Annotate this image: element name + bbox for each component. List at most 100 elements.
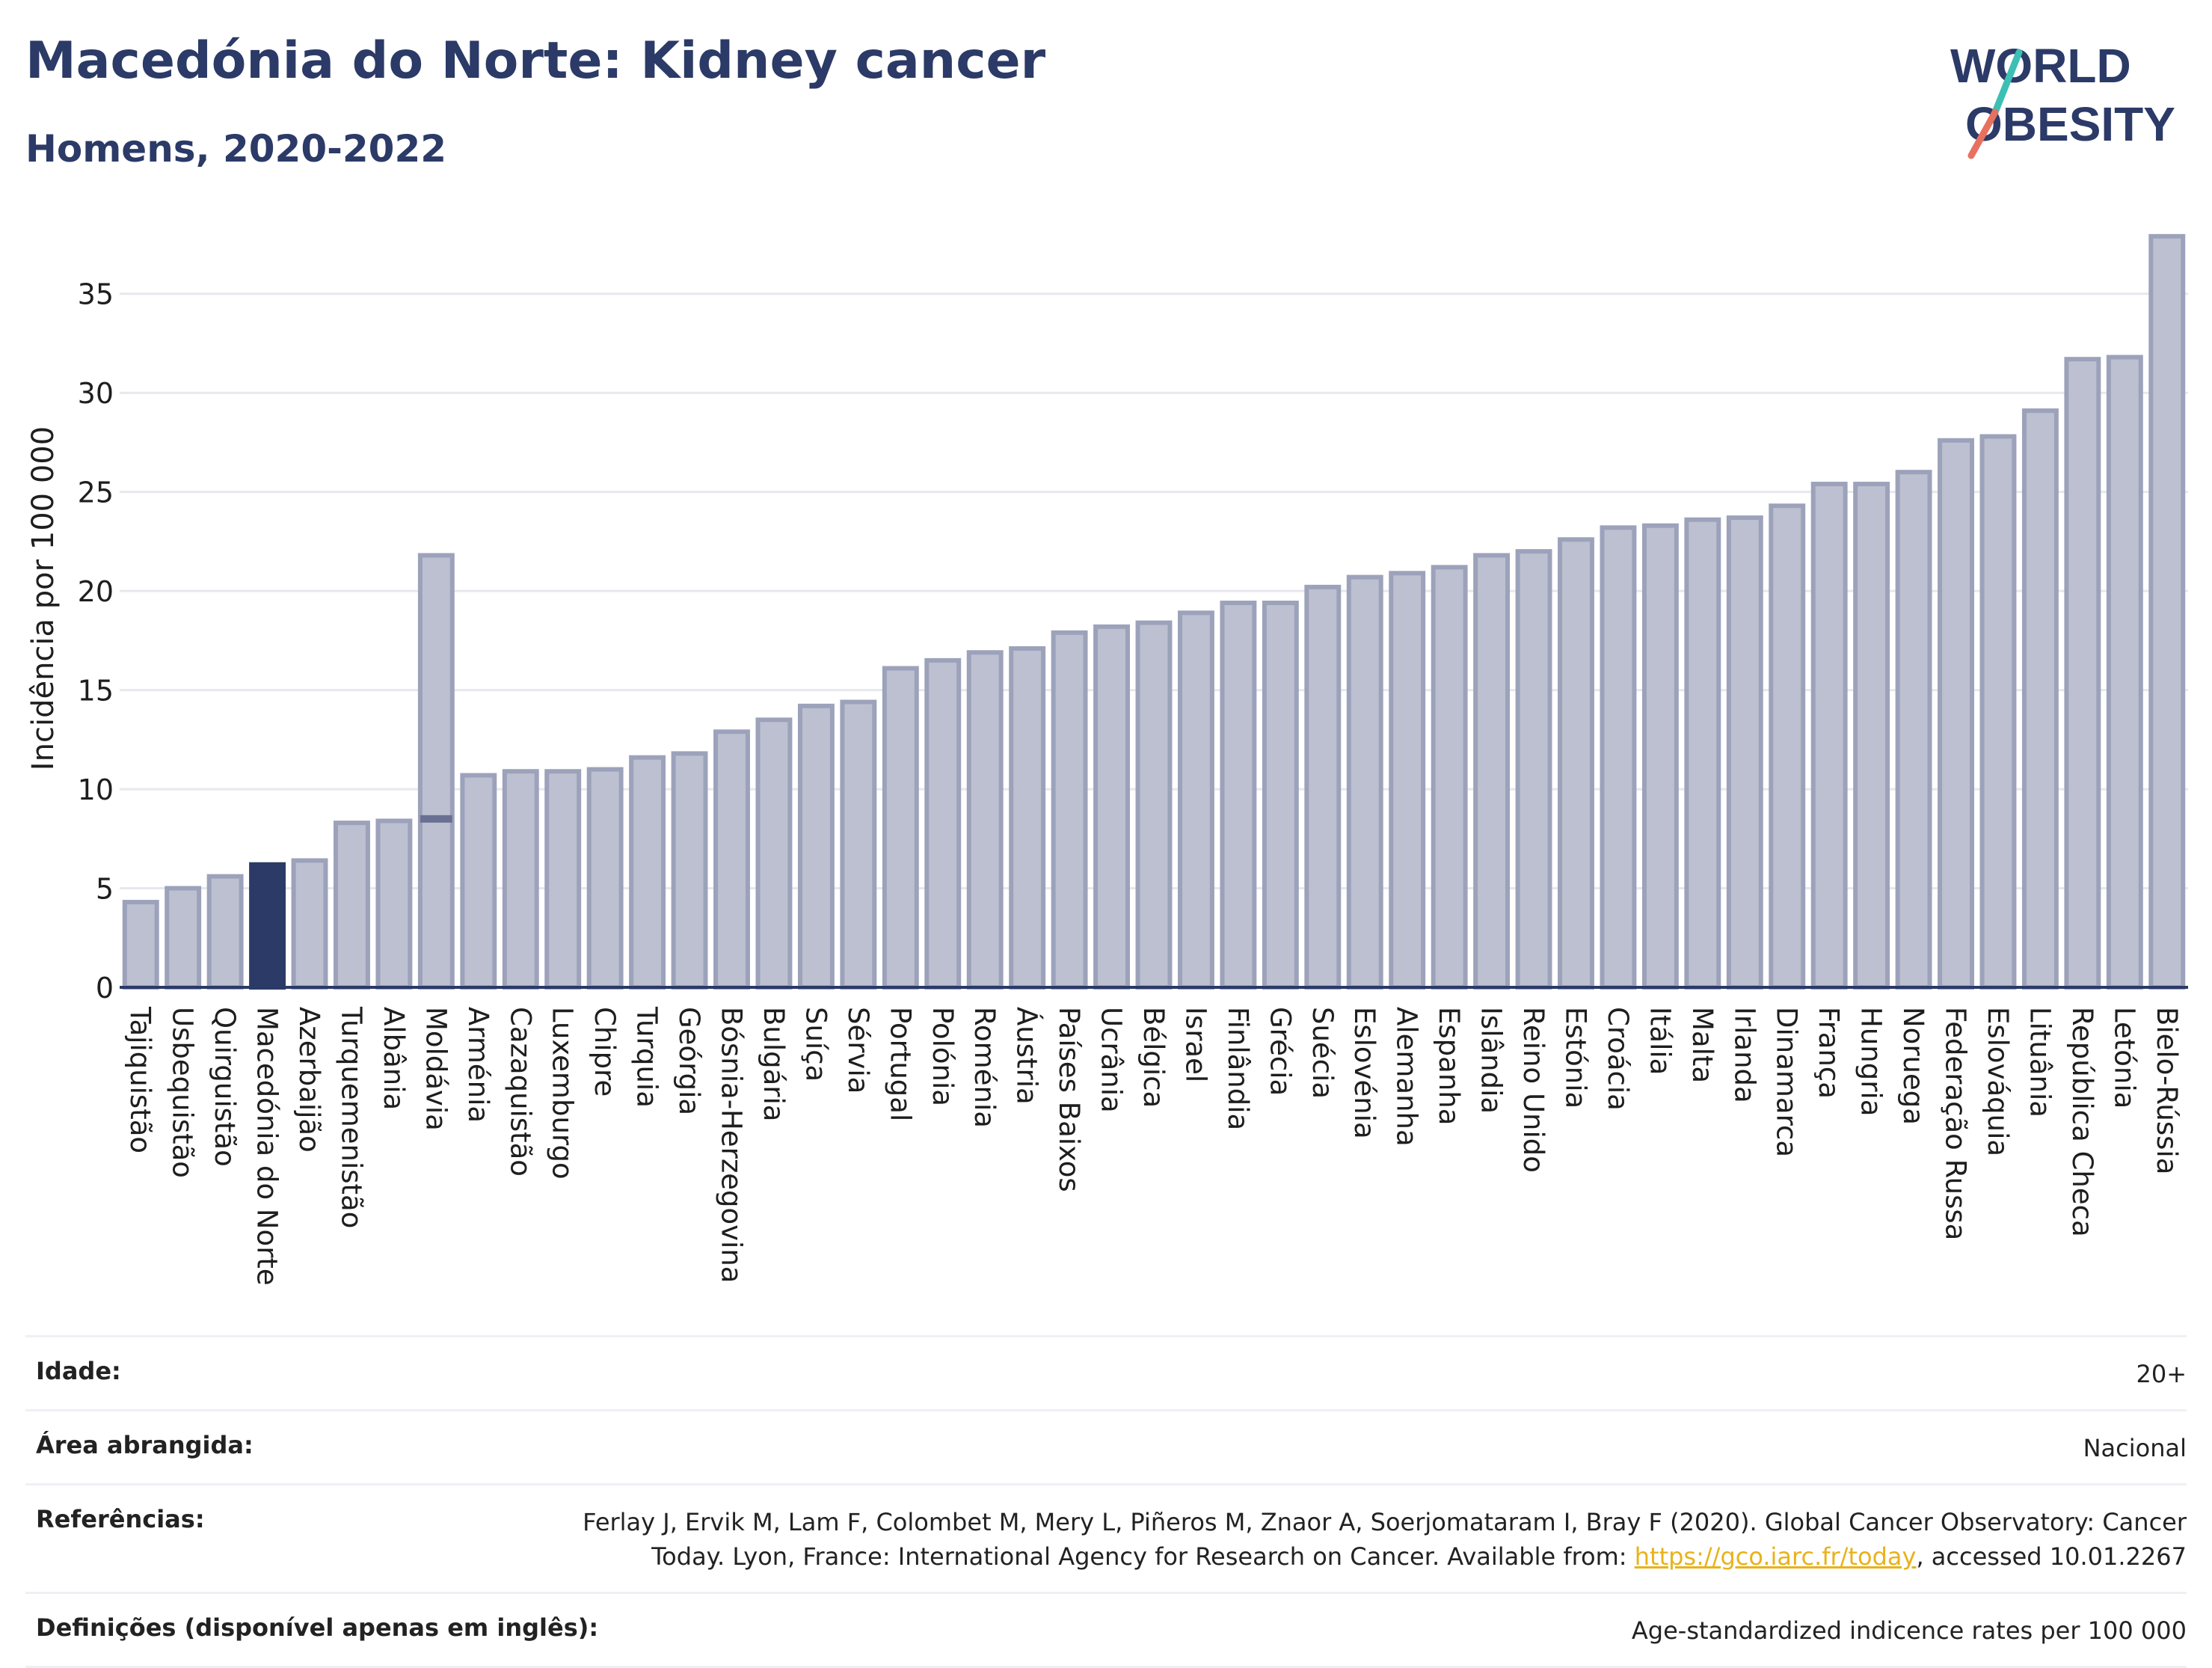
x-tick-label: Bósnia-Herzegovina xyxy=(716,1007,748,1283)
info-row-age: Idade: 20+ xyxy=(25,1335,2187,1409)
x-tick-label: Azerbaijão xyxy=(293,1007,325,1153)
bar xyxy=(1515,549,1552,990)
logo-line-1: WORLD xyxy=(1950,39,2131,93)
references-text-2: Today. Lyon, France: International Agenc… xyxy=(651,1542,1635,1571)
page-subtitle: Homens, 2020-2022 xyxy=(25,127,447,171)
x-tick-label: Noruega xyxy=(1897,1007,1929,1125)
bar xyxy=(502,769,539,990)
y-axis-label: Incidência por 100 000 xyxy=(26,426,61,771)
bar-chart: 0 5 10 15 20 25 30 35 Tajiquistão Usbequistão Quir… xyxy=(78,233,2188,1286)
bar xyxy=(966,650,1004,990)
x-tick-label: Polónia xyxy=(927,1007,959,1106)
x-tick-label: Irlanda xyxy=(1728,1007,1760,1103)
x-tick-label: Malta xyxy=(1686,1007,1718,1083)
info-row-references: Referências: Ferlay J, Ervik M, Lam F, C… xyxy=(25,1483,2187,1592)
bar xyxy=(1938,438,1974,990)
bar xyxy=(1135,620,1173,990)
bar xyxy=(797,703,835,990)
bar xyxy=(629,755,666,990)
bar xyxy=(1810,482,1848,990)
bar xyxy=(1431,565,1468,990)
definitions-value: Age-standardized indicence rates per 100… xyxy=(1631,1616,2187,1645)
x-tick-label: Luxemburgo xyxy=(547,1007,579,1180)
info-table: Idade: 20+ Área abrangida: Nacional Refe… xyxy=(25,1335,2187,1668)
y-tick-label: 15 xyxy=(78,675,114,708)
bar xyxy=(1346,574,1383,990)
x-tick-label: França xyxy=(1813,1007,1845,1099)
bar xyxy=(1600,525,1637,990)
y-tick-label: 20 xyxy=(78,575,114,608)
info-row-definitions: Definições (disponível apenas em inglês)… xyxy=(25,1592,2187,1668)
bar xyxy=(206,874,244,990)
age-label: Idade: xyxy=(36,1357,121,1385)
x-tick-label: Bielo-Rússia xyxy=(2151,1007,2183,1174)
references-label: Referências: xyxy=(36,1505,205,1533)
x-tick-label: Islândia xyxy=(1475,1007,1508,1114)
y-tick-label: 30 xyxy=(78,377,114,410)
x-tick-label: Albânia xyxy=(378,1007,410,1110)
bar xyxy=(1769,503,1806,990)
bar xyxy=(291,858,328,990)
x-tick-label: Espanha xyxy=(1433,1007,1465,1125)
x-tick-label: Geórgia xyxy=(673,1007,705,1115)
bar xyxy=(1009,646,1046,990)
x-tick-label: Sérvia xyxy=(842,1007,874,1094)
x-tick-label: Finlândia xyxy=(1222,1007,1254,1130)
world-obesity-logo: WORLD OBESITY xyxy=(1944,30,2199,165)
bar xyxy=(460,773,497,990)
bar xyxy=(122,900,159,990)
age-value: 20+ xyxy=(2136,1360,2187,1388)
x-tick-label: Ucrânia xyxy=(1096,1007,1128,1113)
bar xyxy=(1304,584,1342,990)
y-tick-label: 35 xyxy=(78,278,114,311)
references-value: Ferlay J, Ervik M, Lam F, Colombet M, Me… xyxy=(583,1505,2187,1574)
bar xyxy=(671,751,708,990)
bar xyxy=(713,729,750,990)
bar xyxy=(882,666,919,990)
x-tick-label: Grécia xyxy=(1264,1007,1296,1096)
bar xyxy=(1220,601,1257,990)
area-label: Área abrangida: xyxy=(36,1431,254,1459)
bar xyxy=(1262,601,1299,990)
bar xyxy=(2106,355,2143,990)
bar xyxy=(755,717,793,990)
x-tick-label: Suíça xyxy=(799,1007,832,1082)
y-tick-label: 10 xyxy=(78,773,114,806)
x-tick-label: Alemanha xyxy=(1391,1007,1423,1147)
references-link[interactable]: https://gco.iarc.fr/today xyxy=(1634,1542,1917,1571)
bar xyxy=(165,886,202,990)
x-tick-label: Federação Russa xyxy=(1940,1007,1972,1240)
definitions-label: Definições (disponível apenas em inglês)… xyxy=(36,1613,599,1642)
bar xyxy=(417,553,455,990)
info-row-area: Área abrangida: Nacional xyxy=(25,1409,2187,1483)
x-tick-label: Moldávia xyxy=(420,1007,452,1131)
x-tick-label: Portugal xyxy=(884,1007,916,1121)
x-tick-label: Estónia xyxy=(1559,1007,1591,1109)
x-tick-label: Roménia xyxy=(968,1007,1001,1128)
x-tick-label: Quirguistão xyxy=(209,1007,241,1167)
x-tick-label: Chipre xyxy=(589,1007,621,1097)
x-tick-label: Arménia xyxy=(462,1007,494,1123)
x-tick-label: Turquemenistão xyxy=(335,1006,367,1228)
x-tick-label: República Checa xyxy=(2066,1007,2098,1237)
bar xyxy=(2064,357,2101,990)
bar xyxy=(1051,630,1088,990)
bar xyxy=(2148,233,2186,990)
bar xyxy=(1853,482,1890,990)
x-tick-label: Áustria xyxy=(1011,1007,1044,1105)
x-tick-label: Israel xyxy=(1179,1007,1211,1082)
x-tick-label: Usbequistão xyxy=(167,1007,199,1178)
bar xyxy=(1641,523,1679,990)
y-tick-label: 0 xyxy=(96,972,114,1005)
x-tick-label: Lituânia xyxy=(2024,1007,2056,1117)
bar xyxy=(1726,515,1763,990)
page-title: Macedónia do Norte: Kidney cancer xyxy=(25,31,1046,91)
bar xyxy=(1177,610,1214,990)
secondary-mark xyxy=(420,815,452,823)
references-text-3: , accessed 10.01.2267 xyxy=(1916,1542,2187,1571)
x-tick-label: Eslováquia xyxy=(1982,1007,2014,1156)
x-tick-label: Eslovénia xyxy=(1348,1007,1380,1139)
y-tick-label: 25 xyxy=(78,476,114,509)
y-tick-label: 5 xyxy=(96,873,114,906)
bar xyxy=(1684,517,1721,990)
